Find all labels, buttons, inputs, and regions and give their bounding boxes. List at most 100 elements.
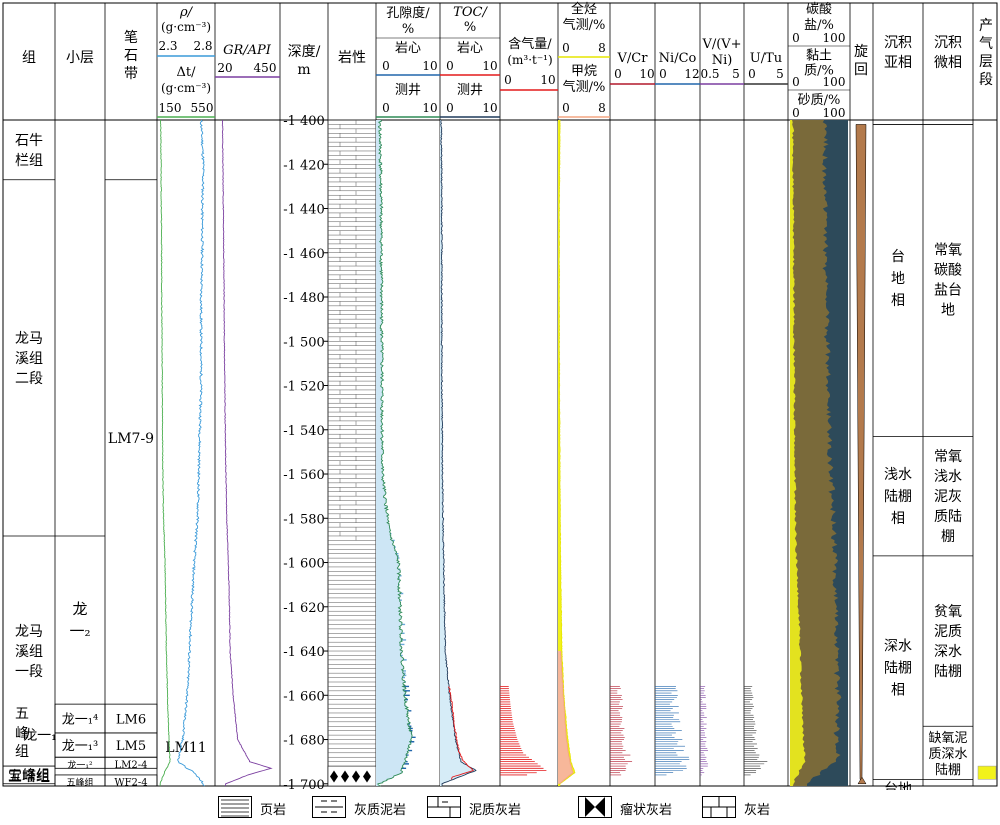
header-vcr: V/Cr	[617, 51, 649, 66]
porosity-log-label: 测井	[395, 83, 421, 98]
dt-max: 550	[191, 101, 214, 115]
legend-label: 灰岩	[744, 803, 771, 818]
header-methane: 甲烷	[571, 64, 597, 79]
lithology-legend: 页岩 灰质泥岩 泥质灰岩 瘤状灰岩 灰岩	[0, 790, 1000, 825]
legend-label: 泥质灰岩	[469, 803, 522, 818]
header-lithology: 岩性	[338, 50, 366, 66]
formation-label: 石牛	[15, 133, 43, 149]
header-formation: 组	[22, 50, 36, 66]
microfacies-label: 陆棚	[934, 664, 962, 680]
depth-tick-label: -1 600	[283, 557, 325, 572]
header-gas-layer: 层	[979, 54, 993, 70]
curve-GR	[221, 119, 273, 787]
toc-core-max: 10	[482, 59, 497, 73]
legend-swatch-calc-mudstone	[312, 796, 346, 818]
depth-tick-label: -1 520	[283, 380, 325, 395]
zone-label: LM7-9	[108, 431, 154, 447]
cycle-regressive	[855, 124, 867, 780]
curve-TOC 测井	[440, 119, 477, 787]
microfacies-label: 深水	[934, 644, 962, 660]
header-porosity: 孔隙度/	[386, 5, 430, 21]
header-gas-label: 含气量/	[508, 36, 552, 52]
depth-tick-label: -1 580	[283, 512, 325, 527]
uth-min: 0	[748, 67, 756, 81]
vcr-max: 10	[639, 67, 654, 81]
porosity-log-max: 10	[422, 101, 437, 115]
subfacies-label: 台地	[884, 781, 912, 790]
legend-swatch-limestone	[702, 796, 736, 818]
mineral-sand-area	[790, 120, 806, 786]
subfacies-label: 相	[891, 511, 905, 527]
vcr-min: 0	[614, 67, 622, 81]
formation-label: 溪组	[15, 644, 43, 660]
microfacies-label: 地	[941, 302, 955, 318]
header-subfacies: 亚相	[884, 55, 912, 71]
header-density-label: ρ/	[179, 5, 194, 20]
gas-layer-highlight	[977, 765, 997, 780]
header-dt-unit: (g·cm⁻³)	[161, 81, 211, 95]
microfacies-label: 陆棚	[935, 762, 961, 778]
depth-tick-label: -1 460	[283, 247, 325, 262]
curve-Δt	[159, 119, 171, 787]
toc-log-min: 0	[446, 101, 454, 115]
microfacies-label: 棚	[941, 529, 955, 545]
legend-swatch-argil-limestone	[427, 796, 461, 818]
toc-log-max: 10	[482, 101, 497, 115]
zone-box	[104, 774, 158, 787]
sublayer-label: 龙	[72, 600, 87, 618]
legend-swatch-shale	[218, 796, 252, 818]
carb-min: 0	[792, 31, 800, 45]
header-porosity: %	[402, 22, 414, 37]
depth-tick-label: -1 500	[283, 335, 325, 350]
formation-label: 二段	[15, 371, 43, 387]
sublayer-label: 一₂	[69, 622, 90, 640]
microfacies-label: 浅水	[934, 469, 962, 485]
subfacies-label: 深水	[884, 639, 912, 655]
curve-fill-甲烷气测	[558, 651, 573, 784]
nico-min: 0	[659, 67, 667, 81]
methane-min: 0	[562, 101, 570, 115]
depth-tick-label: -1 480	[283, 291, 325, 306]
header-sublayer: 小层	[66, 50, 94, 66]
gas-max: 10	[540, 73, 555, 87]
header-vvni-1: V/(V+	[701, 37, 741, 52]
porosity-log-min: 0	[382, 101, 390, 115]
carb-max: 100	[823, 31, 846, 45]
formation-label: 峰	[15, 726, 29, 742]
header-depth: m	[297, 62, 310, 78]
header-toc-label: TOC/	[453, 5, 488, 20]
sublayer-label: 龙一₁	[23, 728, 57, 744]
gas-min: 0	[504, 73, 512, 87]
clay-max: 100	[823, 75, 846, 89]
header-depth: 深度/	[288, 44, 321, 60]
formation-label: 组	[15, 744, 29, 760]
header-gas-layer: 段	[979, 72, 993, 88]
sublayer-label: 龙一₁²	[67, 759, 93, 771]
header-gr-label: GR/API	[223, 43, 272, 58]
header-gas-layer: 产	[979, 18, 993, 34]
zone-label: WF2-4	[114, 777, 147, 788]
subfacies-label: 台	[891, 249, 905, 265]
porosity-core-min: 0	[382, 59, 390, 73]
sublayer-label: 龙一₁³	[62, 739, 98, 754]
nodule-glyph	[363, 770, 371, 783]
subfacies-label: 浅水	[884, 467, 912, 483]
nodule-glyph	[330, 770, 338, 783]
header-dt-label: Δt/	[177, 65, 197, 80]
microfacies-label: 盐台	[934, 282, 962, 298]
sublayer-label: 五峰组	[66, 776, 93, 788]
subfacies-label: 地	[891, 271, 905, 287]
header-gas-unit: (m³·t⁻¹)	[507, 53, 552, 67]
microfacies-label: 缺氧泥	[928, 731, 967, 746]
header-cycle: 旋	[854, 44, 868, 60]
porosity-core-label: 岩心	[395, 41, 421, 56]
toc-core-label: 岩心	[457, 41, 483, 56]
curve-孔隙度 测井	[377, 119, 413, 787]
legend-swatch-nodular-limestone	[578, 796, 612, 818]
header-nico: Ni/Co	[659, 51, 697, 66]
legend-label: 瘤状灰岩	[620, 803, 673, 818]
nodule-glyph	[352, 770, 360, 783]
microfacies-label: 泥质	[934, 624, 962, 640]
subfacies-label: 相	[891, 683, 905, 699]
microfacies-label: 常氧	[934, 449, 962, 465]
